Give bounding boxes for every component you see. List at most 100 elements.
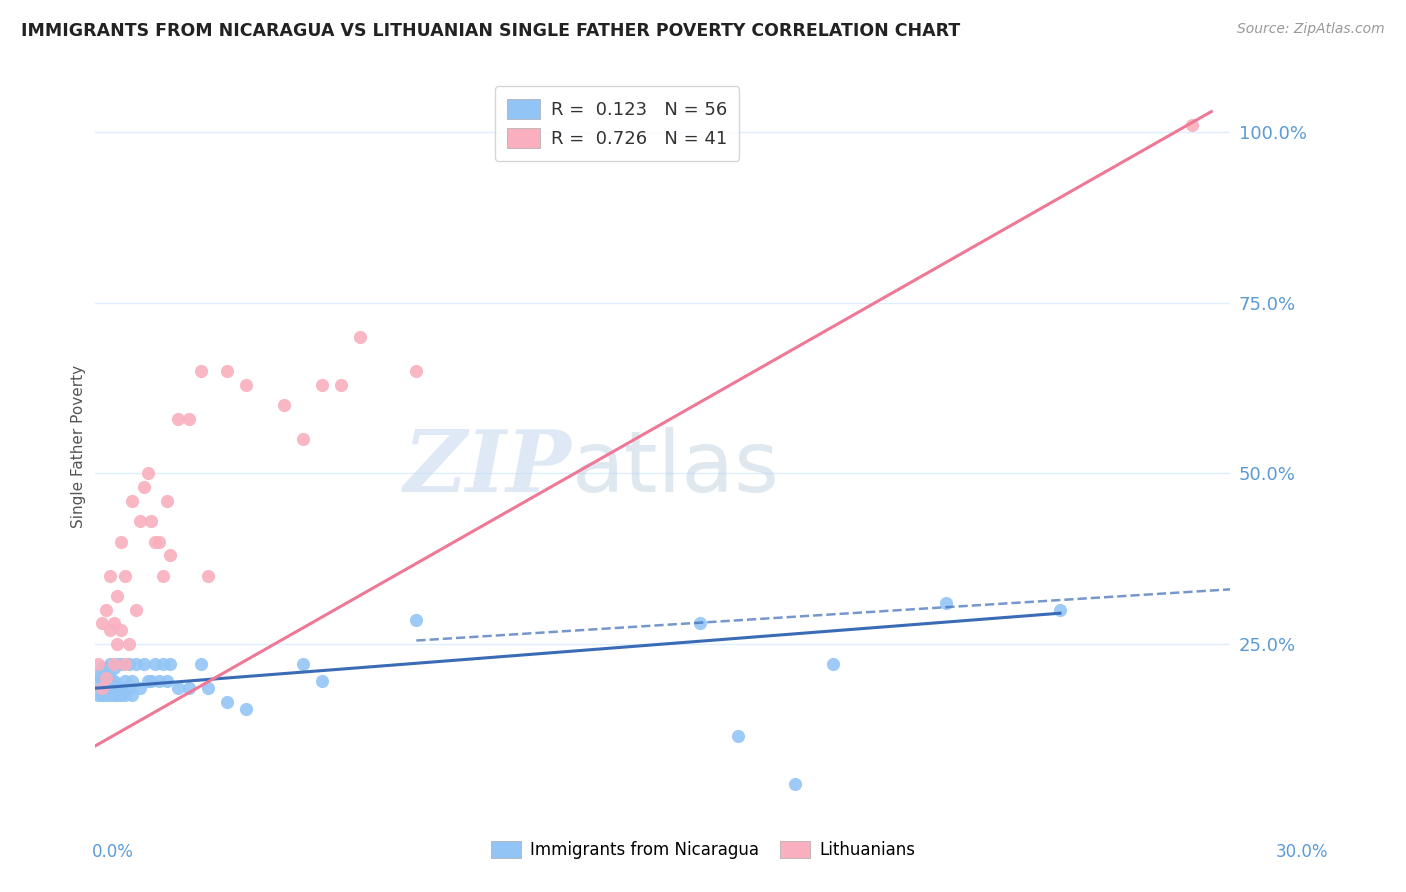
Point: [121, 674, 143, 689]
Point: [129, 681, 152, 696]
Point: [329, 377, 352, 392]
Point: [87, 667, 110, 681]
Point: [117, 681, 139, 696]
Point: [125, 603, 148, 617]
Point: [136, 674, 159, 689]
Point: [311, 674, 333, 689]
Point: [94, 661, 117, 675]
Point: [273, 398, 295, 412]
Point: [291, 657, 314, 672]
Point: [167, 681, 190, 696]
Point: [121, 493, 143, 508]
Point: [91, 661, 114, 675]
Point: [148, 674, 170, 689]
Point: [179, 411, 201, 425]
Point: [105, 657, 128, 672]
Y-axis label: Single Father Poverty: Single Father Poverty: [72, 365, 86, 527]
Point: [141, 674, 163, 689]
Point: [125, 657, 148, 672]
Point: [132, 480, 155, 494]
Point: [405, 613, 427, 627]
Point: [98, 681, 121, 696]
Text: atlas: atlas: [572, 426, 779, 509]
Point: [110, 681, 132, 696]
Point: [821, 657, 844, 672]
Point: [94, 681, 117, 696]
Point: [87, 657, 110, 672]
Point: [159, 657, 181, 672]
Point: [110, 657, 132, 672]
Point: [103, 661, 125, 675]
Point: [105, 678, 128, 692]
Point: [103, 688, 125, 702]
Text: 0.0%: 0.0%: [91, 843, 134, 861]
Point: [98, 671, 121, 685]
Legend: R =  0.123   N = 56, R =  0.726   N = 41: R = 0.123 N = 56, R = 0.726 N = 41: [495, 87, 740, 161]
Point: [87, 674, 110, 689]
Point: [117, 637, 139, 651]
Point: [94, 671, 117, 685]
Point: [311, 377, 333, 392]
Point: [148, 534, 170, 549]
Point: [91, 671, 114, 685]
Text: 30.0%: 30.0%: [1277, 843, 1329, 861]
Legend: Immigrants from Nicaragua, Lithuanians: Immigrants from Nicaragua, Lithuanians: [484, 834, 922, 866]
Point: [405, 364, 427, 378]
Point: [94, 688, 117, 702]
Point: [197, 568, 219, 582]
Point: [136, 467, 159, 481]
Point: [87, 688, 110, 702]
Point: [217, 364, 239, 378]
Point: [114, 657, 136, 672]
Point: [349, 330, 371, 344]
Point: [94, 674, 117, 689]
Point: [110, 688, 132, 702]
Point: [152, 657, 174, 672]
Text: IMMIGRANTS FROM NICARAGUA VS LITHUANIAN SINGLE FATHER POVERTY CORRELATION CHART: IMMIGRANTS FROM NICARAGUA VS LITHUANIAN …: [21, 22, 960, 40]
Point: [103, 681, 125, 696]
Point: [1049, 603, 1071, 617]
Point: [217, 695, 239, 709]
Point: [132, 657, 155, 672]
Point: [91, 681, 114, 696]
Point: [114, 568, 136, 582]
Point: [783, 777, 806, 791]
Point: [91, 616, 114, 631]
Point: [190, 657, 212, 672]
Point: [114, 674, 136, 689]
Text: ZIP: ZIP: [404, 426, 572, 510]
Point: [291, 432, 314, 446]
Point: [155, 674, 177, 689]
Point: [117, 657, 139, 672]
Point: [235, 702, 257, 716]
Point: [110, 534, 132, 549]
Point: [91, 681, 114, 696]
Point: [98, 657, 121, 672]
Point: [105, 589, 128, 603]
Point: [103, 657, 125, 672]
Point: [98, 568, 121, 582]
Text: Source: ZipAtlas.com: Source: ZipAtlas.com: [1237, 22, 1385, 37]
Point: [167, 411, 190, 425]
Point: [105, 688, 128, 702]
Point: [143, 657, 166, 672]
Point: [105, 637, 128, 651]
Point: [114, 688, 136, 702]
Point: [98, 624, 121, 638]
Point: [121, 688, 143, 702]
Point: [91, 688, 114, 702]
Point: [159, 548, 181, 562]
Point: [1181, 118, 1204, 132]
Point: [129, 514, 152, 528]
Point: [235, 377, 257, 392]
Point: [727, 729, 749, 743]
Point: [141, 514, 163, 528]
Point: [143, 534, 166, 549]
Point: [197, 681, 219, 696]
Point: [94, 603, 117, 617]
Point: [103, 674, 125, 689]
Point: [689, 616, 711, 631]
Point: [155, 493, 177, 508]
Point: [110, 624, 132, 638]
Point: [935, 596, 957, 610]
